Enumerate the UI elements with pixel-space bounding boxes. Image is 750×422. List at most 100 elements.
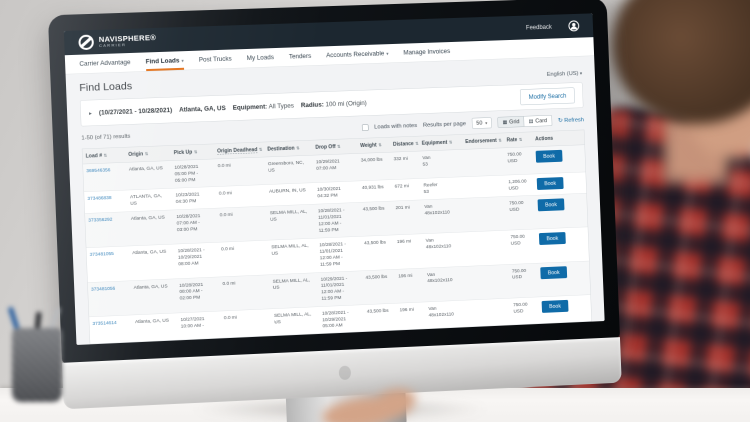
cell-distance: 196 mi [393,233,424,270]
nav-item-manage-invoices[interactable]: Manage Invoices [403,47,451,57]
refresh-button[interactable]: ↻Refresh [557,116,585,124]
cell-destination: SELMA MILL, AL, US [266,204,317,241]
sort-icon[interactable]: ⇅ [193,149,198,155]
cell-weight: 43,500 lbs [362,269,397,305]
book-button[interactable]: Book [536,177,564,191]
cell-equipment: Van 48x102x110 [425,299,470,330]
chevron-down-icon: ▾ [579,70,583,76]
radius-label: Radius: [300,100,324,109]
cell-load: 369546356 [82,162,127,192]
cell-origin: Atlanta, GA, US [127,209,175,247]
nav-item-tenders[interactable]: Tenders [288,52,312,61]
language-selector[interactable]: English (US)▾ [546,70,583,78]
sort-icon[interactable]: ⇅ [415,140,419,147]
sort-icon[interactable]: ⇅ [518,136,523,143]
col-header-distance[interactable]: Distance⇅ [389,136,420,153]
account-icon[interactable] [568,20,580,32]
cell-dropoff: 10/28/2021 -11/01/2021 12:00 AM -11:59 PM [316,236,363,273]
cell-origin: ATLANTA, GA, US [126,188,174,212]
sort-icon[interactable]: ⇅ [378,142,382,148]
cup [12,328,62,402]
sort-icon[interactable]: ⇅ [336,143,341,149]
cell-load: 373514614 [89,314,133,345]
chevron-down-icon: ▾ [386,51,389,57]
navisphere-app: NAVISPHERE® CARRIER Feedback Carrier Adv… [63,13,605,345]
cell-equipment: Van 48x102x110 [421,198,466,234]
cell-load: 373486838 [84,190,128,214]
cell-actions: Book [538,294,592,325]
cell-origin: Atlanta, GA, US [128,244,176,281]
nav-item-my-loads[interactable]: My Loads [246,53,275,62]
cell-endorsement [464,196,508,233]
book-button[interactable]: Book [540,265,568,280]
cell-distance: 672 mi [391,178,422,202]
loads-table: Load #⇅ Origin⇅ Pick Up⇅ Origin Deadhead⇅ De… [82,130,592,345]
col-header-load[interactable]: Load #⇅ [82,147,126,165]
book-button[interactable]: Book [535,149,563,163]
cell-equipment: Van 48x102x110 [423,266,469,302]
cell-rate: 750.00 USD [507,229,538,265]
load-number-link[interactable]: 369546356 [86,167,111,174]
cell-rate: 750.00 USD [509,296,540,326]
nav-item-accounts-receivable[interactable]: Accounts Receivable ▾ [326,49,389,59]
sort-icon[interactable]: ⇅ [498,137,502,143]
cell-load: 373481056 [87,280,132,317]
loads-with-notes-checkbox[interactable] [361,124,369,131]
cell-pickup: 10/27/2021 10:00 AM - [177,310,222,341]
navisphere-logo-icon [78,34,95,51]
book-button[interactable]: Book [537,198,565,212]
cell-load: 373481055 [86,246,131,283]
sort-icon[interactable]: ⇅ [296,145,300,151]
nav-item-carrier-advantage[interactable]: Carrier Advantage [79,58,131,68]
load-number-link[interactable]: 373481055 [89,251,114,258]
page-size-select[interactable]: 50 ▾ [471,117,492,129]
cell-destination: SELMA MILL, AL, US [270,306,320,337]
book-button[interactable]: Book [541,299,569,313]
cell-deadhead: 0.0 mi [220,308,272,339]
load-number-link[interactable]: 373486838 [87,195,112,202]
cell-weight: 43,500 lbs [363,303,398,333]
results-count: 1-50 (of 71) results [81,133,131,142]
cell-dropoff: 10/28/2021 -11/01/2021 12:00 AM -11:59 PM [314,202,361,239]
sort-icon[interactable]: ⇅ [448,139,453,145]
nav-item-find-loads[interactable]: Find Loads ▾ [145,51,184,71]
cell-distance: 332 mi [390,151,421,180]
book-button[interactable]: Book [538,232,566,246]
load-number-link[interactable]: 373514614 [92,319,117,327]
loads-with-notes-label: Loads with notes [374,122,418,131]
sort-icon[interactable]: ⇅ [144,151,149,157]
cell-equipment: Reefer 53 [420,176,465,200]
cell-actions: Book [533,172,587,196]
load-number-link[interactable]: 373356292 [88,216,113,224]
cell-actions: Book [537,260,591,297]
grid-view-button[interactable]: ▦ Grid [497,116,525,128]
col-header-pick-up[interactable]: Pick Up⇅ [170,144,215,161]
cell-endorsement [465,230,509,267]
cell-origin: Atlanta, GA, US [125,160,173,191]
cell-rate: 750.00 USD [508,263,539,299]
col-header-rate[interactable]: Rate⇅ [503,132,533,148]
grid-icon: ▦ [502,119,508,126]
modify-search-button[interactable]: Modify Search [520,87,575,106]
brand: NAVISPHERE® CARRIER [99,33,157,48]
cell-deadhead: 0.0 mi [215,184,267,209]
cell-pickup: 10/28/2021 -10/29/2021 08:00 AM [174,242,220,279]
feedback-button[interactable]: Feedback [525,23,552,31]
cell-rate: 750.00 USD [505,195,536,231]
col-header-endorsement[interactable]: Endorsement⇅ [462,133,505,150]
cell-origin: Atlanta, GA, US [130,278,178,315]
cell-pickup: 10/28/2021 08:00 AM -02:00 PM [175,276,221,313]
card-view-button[interactable]: ▤ Card [524,114,553,127]
sort-icon[interactable]: ⇅ [103,152,108,158]
cell-dropoff: 10/29/2021 -11/01/2021 12:00 AM -11:59 PM [317,270,364,307]
cell-origin: Atlanta, GA, US [131,312,179,343]
sort-icon[interactable]: ⇅ [258,146,263,152]
col-header-weight[interactable]: Weight⇅ [356,137,391,154]
cell-weight: 34,000 lbs [357,152,392,182]
load-number-link[interactable]: 373481056 [90,285,116,293]
monitor-bezel: NAVISPHERE® CARRIER Feedback Carrier Adv… [47,0,620,364]
cell-dropoff: 10/29/2021 07:00 AM [312,153,359,183]
nav-item-post-trucks[interactable]: Post Trucks [198,55,232,64]
expand-caret-icon[interactable]: ▸ [88,110,92,117]
cell-destination: AUBURN, IN, US [265,182,315,207]
